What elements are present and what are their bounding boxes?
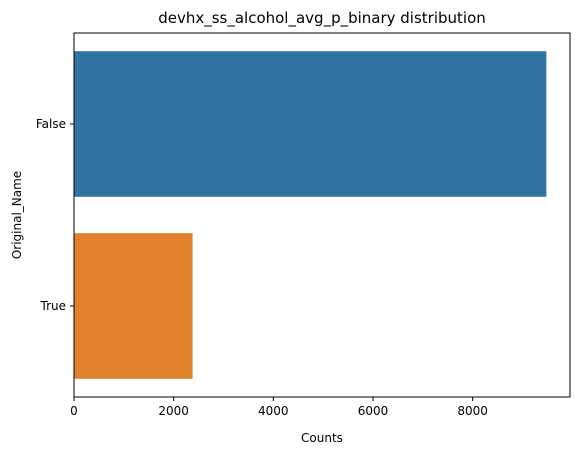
x-tick-label: 8000: [457, 404, 488, 418]
x-tick-label: 4000: [258, 404, 289, 418]
plot-frame: [73, 32, 571, 398]
chart-title: devhx_ss_alcohol_avg_p_binary distributi…: [158, 9, 486, 28]
bar-false: [74, 51, 547, 197]
x-axis-ticks: 0 2000 4000 6000 8000: [70, 397, 488, 418]
y-axis-label: Original_Name: [10, 171, 24, 259]
x-axis-label: Counts: [301, 431, 343, 445]
bars-group: [74, 51, 547, 379]
y-tick-label: False: [36, 117, 66, 131]
x-tick-label: 0: [70, 404, 78, 418]
x-tick-label: 2000: [158, 404, 189, 418]
bar-true: [74, 233, 193, 379]
y-axis-ticks: False True: [36, 117, 74, 313]
y-tick-label: True: [40, 299, 67, 313]
x-tick-label: 6000: [358, 404, 389, 418]
